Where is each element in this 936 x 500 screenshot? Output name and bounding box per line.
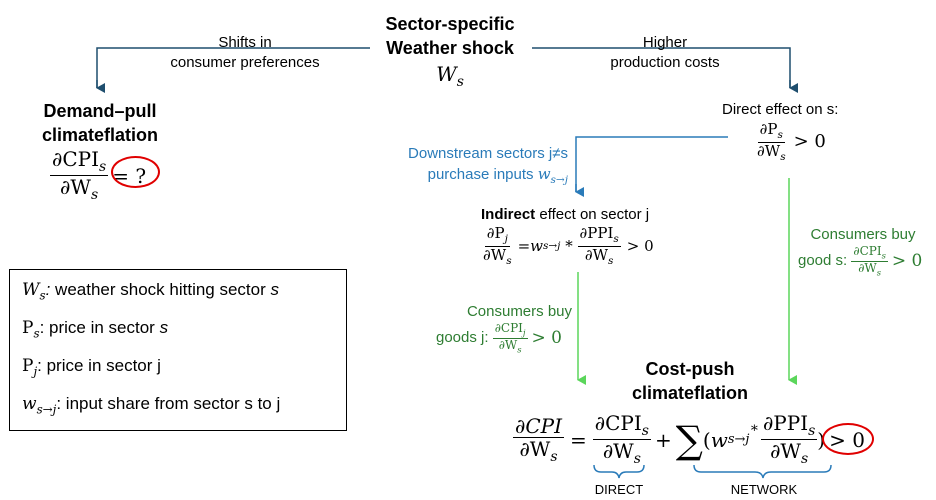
right-arrow-label: Higher production costs — [610, 34, 720, 71]
direct-effect-fraction: ∂Ps ∂Ws — [757, 120, 786, 163]
direct-label: DIRECT — [594, 482, 644, 497]
legend-item-wsj: ws→j: input share from sector s to j — [22, 394, 281, 417]
network-label: NETWORK — [730, 482, 798, 497]
indirect-effect-label: Indirect effect on sector j — [481, 206, 650, 223]
demand-pull-highlight-ellipse — [111, 156, 160, 188]
indirect-effect-formula: ∂Pj ∂Ws = w s→j * ∂PPIs ∂Ws > 0 — [483, 224, 654, 267]
consumers-s-fraction: ∂CPIs ∂Ws — [851, 244, 888, 278]
cost-push-highlight-ellipse — [822, 423, 874, 455]
cost-push-formula: ∂CPI ∂Ws = ∂CPIs ∂Ws + ∑ ( w s→j ∗ ∂PPIs … — [513, 411, 865, 468]
arrow-to-direct-effect — [532, 47, 791, 88]
direct-brace — [593, 464, 645, 479]
legend-item-pj: Pj: price in sector j — [22, 356, 161, 379]
legend-item-ps: Ps: price in sector s — [22, 318, 169, 341]
downstream-label: Downstream sectors j≠s purchase inputs w… — [408, 145, 568, 186]
indirect-rhs-fraction: ∂PPIs ∂Ws — [577, 224, 621, 267]
demand-pull-title: Demand–pull climateflation — [41, 101, 159, 145]
legend-item-ws: Ws: weather shock hitting sector s — [22, 280, 279, 303]
arrow-downstream — [575, 136, 728, 192]
cost-push-lhs-fraction: ∂CPI ∂Ws — [513, 413, 565, 465]
consumers-j-fraction: ∂CPIj ∂Ws — [492, 321, 528, 355]
center-symbol: Ws — [436, 62, 464, 90]
center-title: Sector-specific Weather shock — [385, 14, 515, 58]
consumers-goods-j: Consumers buy goods j: ∂CPIj ∂Ws > 0 — [436, 303, 572, 355]
consumers-good-s: Consumers buy good s: ∂CPIs ∂Ws > 0 — [798, 226, 923, 278]
demand-pull-fraction: ∂CPIs ∂Ws — [50, 147, 109, 204]
cost-push-title: Cost-push climateflation — [631, 359, 749, 403]
network-brace — [693, 464, 832, 479]
indirect-lhs-fraction: ∂Pj ∂Ws — [483, 224, 512, 267]
cost-push-network-fraction: ∂PPIs ∂Ws — [760, 411, 818, 468]
arrow-to-demand-pull — [96, 47, 370, 88]
left-arrow-label: Shifts in consumer preferences — [170, 34, 320, 71]
direct-effect-formula: ∂Ps ∂Ws > 0 — [755, 121, 826, 163]
legend-box: Ws: weather shock hitting sector s Ps: p… — [9, 269, 347, 431]
direct-effect-result: > 0 — [793, 131, 826, 153]
sum-symbol: ∑ — [675, 417, 703, 462]
direct-effect-label: Direct effect on s: — [722, 101, 839, 118]
cost-push-direct-fraction: ∂CPIs ∂Ws — [592, 411, 651, 468]
